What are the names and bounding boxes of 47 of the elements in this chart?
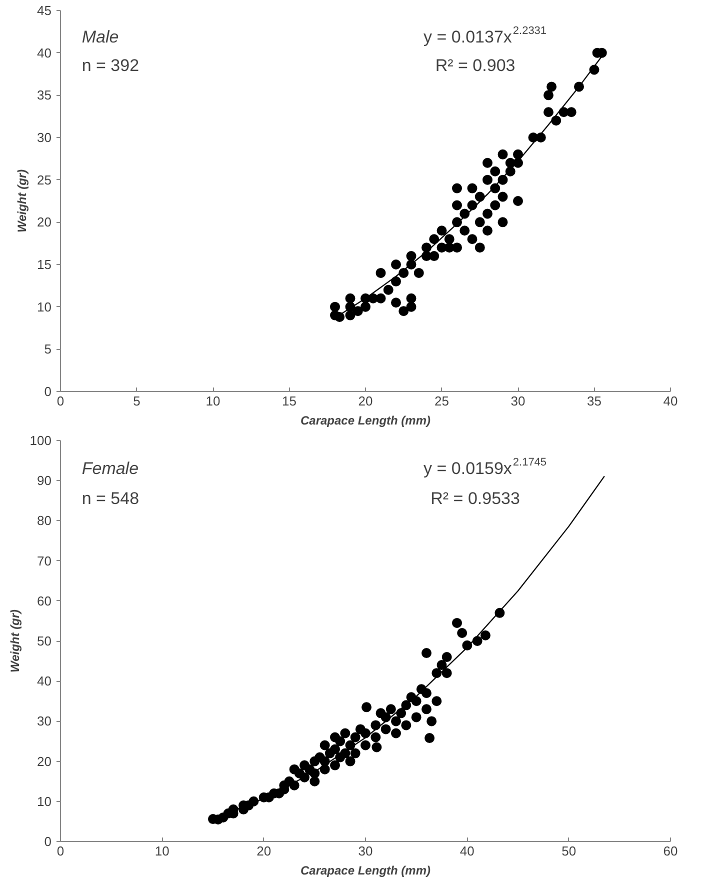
x-tick-label: 35: [587, 394, 602, 408]
y-tick-label: 50: [37, 634, 52, 648]
y-tick-label: 60: [37, 593, 52, 608]
y-axis-title: Weight (gr): [8, 609, 22, 673]
y-tick-label: 45: [37, 3, 52, 18]
y-tick-label: 35: [37, 88, 52, 103]
x-tick-label: 60: [663, 844, 678, 858]
y-tick-label: 0: [44, 834, 52, 849]
y-tick-label: 20: [37, 214, 52, 230]
x-tick-label: 0: [56, 394, 64, 408]
x-tick-label: 5: [133, 394, 140, 408]
y-tick-label: 90: [37, 473, 52, 488]
x-tick-label: 20: [256, 844, 272, 858]
x-tick-label: 50: [562, 844, 576, 858]
y-tick-label: 40: [37, 674, 52, 689]
x-tick-label: 20: [358, 394, 373, 408]
y-tick-label: 10: [37, 794, 52, 809]
y-tick-label: 30: [37, 714, 52, 729]
annotation: n = 548: [82, 489, 140, 508]
x-tick-label: 30: [358, 844, 373, 858]
y-axis-title: Weight (gr): [15, 169, 30, 233]
y-tick-label: 20: [37, 754, 52, 769]
y-tick-label: 25: [37, 172, 52, 188]
x-tick-label: 0: [56, 844, 64, 858]
y-tick-label: 0: [44, 384, 52, 399]
annotation: Female: [82, 459, 139, 478]
y-tick-label: 100: [30, 433, 52, 448]
y-tick-label: 30: [37, 130, 52, 145]
x-axis-title: Carapace Length (mm): [300, 864, 431, 878]
x-tick-label: 10: [206, 394, 220, 408]
annotation: R² = 0.903: [435, 56, 516, 76]
annotation: R² = 0.9533: [430, 489, 520, 508]
y-tick-label: 70: [37, 553, 52, 568]
x-tick-label: 30: [510, 394, 526, 408]
annotation: n = 392: [82, 56, 140, 76]
x-tick-label: 40: [460, 844, 474, 858]
x-axis-title: Carapace Length (mm): [300, 414, 431, 428]
y-tick-label: 10: [37, 299, 52, 314]
y-tick-label: 5: [44, 342, 52, 357]
annotation: Male: [82, 28, 119, 47]
y-tick-label: 15: [37, 257, 52, 272]
x-tick-label: 10: [154, 844, 170, 858]
x-tick-label: 40: [663, 394, 678, 408]
x-tick-label: 15: [282, 394, 296, 408]
x-tick-label: 25: [434, 394, 449, 408]
y-tick-label: 80: [37, 513, 52, 528]
y-tick-label: 40: [37, 45, 52, 60]
